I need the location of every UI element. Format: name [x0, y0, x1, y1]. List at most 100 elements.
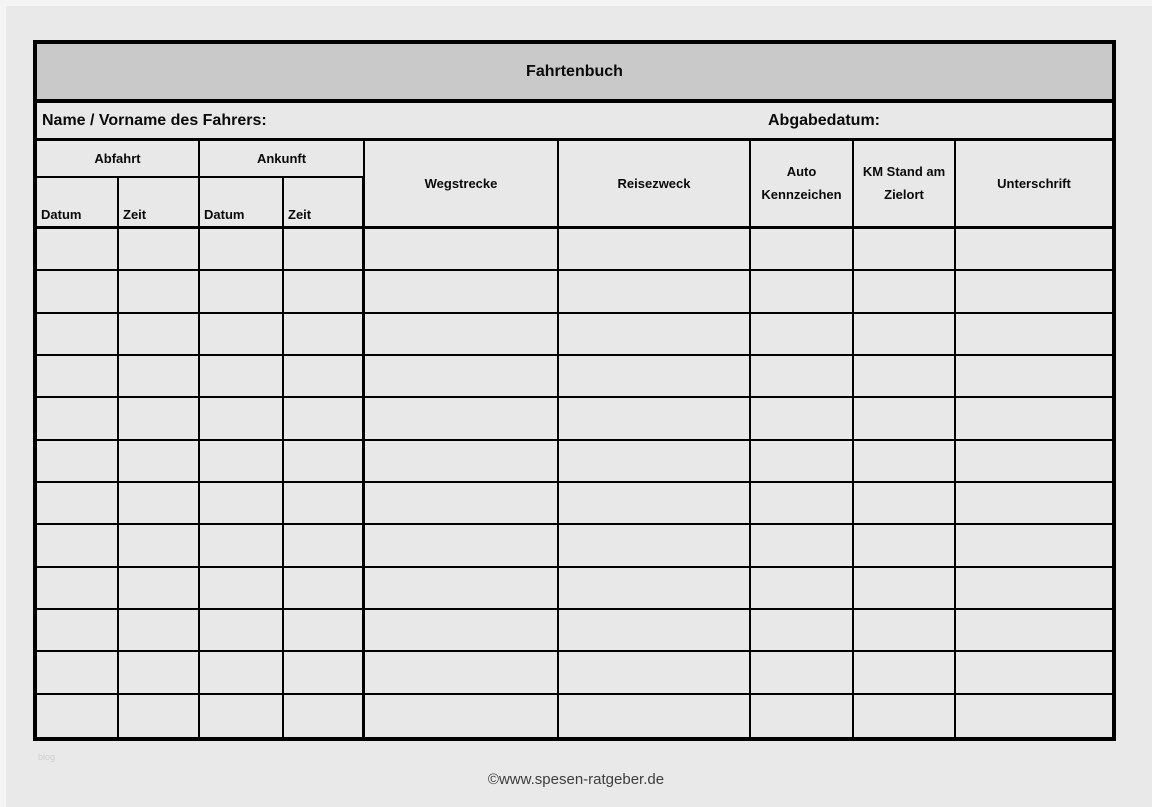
cell-unterschrift[interactable] [956, 271, 1112, 311]
cell-ankunft-zeit[interactable] [284, 609, 365, 651]
cell-ankunft-zeit[interactable] [284, 355, 365, 397]
cell-wegstrecke[interactable] [365, 525, 559, 566]
cell-ankunft-datum[interactable] [200, 567, 284, 608]
cell-ankunft-datum[interactable] [200, 609, 284, 651]
cell-wegstrecke[interactable] [365, 694, 559, 737]
cell-unterschrift[interactable] [956, 314, 1112, 354]
cell-unterschrift[interactable] [956, 695, 1112, 737]
cell-abfahrt-datum[interactable] [37, 482, 119, 524]
cell-ankunft-datum[interactable] [200, 398, 284, 439]
cell-wegstrecke[interactable] [365, 313, 559, 354]
cell-abfahrt-datum[interactable] [37, 440, 119, 481]
cell-abfahrt-zeit[interactable] [119, 229, 200, 270]
cell-abfahrt-zeit[interactable] [119, 567, 200, 608]
cell-wegstrecke[interactable] [365, 652, 559, 693]
cell-abfahrt-datum[interactable] [37, 229, 119, 270]
cell-abfahrt-zeit[interactable] [119, 482, 200, 524]
cell-wegstrecke[interactable] [365, 271, 559, 312]
cell-abfahrt-zeit[interactable] [119, 271, 200, 312]
cell-auto-kennzeichen[interactable] [751, 271, 854, 312]
cell-ankunft-datum[interactable] [200, 525, 284, 566]
cell-ankunft-datum[interactable] [200, 229, 284, 270]
cell-abfahrt-datum[interactable] [37, 313, 119, 354]
cell-ankunft-datum[interactable] [200, 313, 284, 354]
cell-abfahrt-datum[interactable] [37, 609, 119, 651]
cell-ankunft-zeit[interactable] [284, 694, 365, 737]
cell-ankunft-datum[interactable] [200, 355, 284, 397]
cell-unterschrift[interactable] [956, 568, 1112, 608]
cell-reisezweck[interactable] [559, 229, 751, 270]
cell-abfahrt-zeit[interactable] [119, 398, 200, 439]
cell-reisezweck[interactable] [559, 313, 751, 354]
cell-ankunft-datum[interactable] [200, 271, 284, 312]
cell-reisezweck[interactable] [559, 694, 751, 737]
cell-abfahrt-zeit[interactable] [119, 694, 200, 737]
cell-km-stand-zielort[interactable] [854, 525, 956, 566]
cell-wegstrecke[interactable] [365, 482, 559, 524]
cell-abfahrt-zeit[interactable] [119, 440, 200, 481]
cell-reisezweck[interactable] [559, 482, 751, 524]
cell-auto-kennzeichen[interactable] [751, 482, 854, 524]
cell-ankunft-zeit[interactable] [284, 271, 365, 312]
cell-wegstrecke[interactable] [365, 398, 559, 439]
cell-km-stand-zielort[interactable] [854, 271, 956, 312]
cell-abfahrt-zeit[interactable] [119, 355, 200, 397]
cell-auto-kennzeichen[interactable] [751, 313, 854, 354]
cell-ankunft-datum[interactable] [200, 652, 284, 693]
cell-unterschrift[interactable] [956, 525, 1112, 565]
cell-km-stand-zielort[interactable] [854, 694, 956, 737]
cell-auto-kennzeichen[interactable] [751, 440, 854, 481]
cell-km-stand-zielort[interactable] [854, 482, 956, 524]
cell-unterschrift[interactable] [956, 229, 1112, 269]
cell-auto-kennzeichen[interactable] [751, 609, 854, 651]
cell-ankunft-datum[interactable] [200, 694, 284, 737]
cell-wegstrecke[interactable] [365, 440, 559, 481]
cell-km-stand-zielort[interactable] [854, 229, 956, 270]
cell-abfahrt-zeit[interactable] [119, 525, 200, 566]
cell-ankunft-zeit[interactable] [284, 313, 365, 354]
cell-ankunft-zeit[interactable] [284, 482, 365, 524]
cell-reisezweck[interactable] [559, 355, 751, 397]
cell-ankunft-zeit[interactable] [284, 567, 365, 608]
cell-ankunft-zeit[interactable] [284, 229, 365, 270]
cell-reisezweck[interactable] [559, 609, 751, 651]
cell-ankunft-zeit[interactable] [284, 652, 365, 693]
cell-unterschrift[interactable] [956, 652, 1112, 692]
cell-unterschrift[interactable] [956, 356, 1112, 396]
cell-reisezweck[interactable] [559, 398, 751, 439]
cell-wegstrecke[interactable] [365, 567, 559, 608]
cell-unterschrift[interactable] [956, 483, 1112, 523]
cell-km-stand-zielort[interactable] [854, 440, 956, 481]
cell-km-stand-zielort[interactable] [854, 398, 956, 439]
cell-abfahrt-zeit[interactable] [119, 313, 200, 354]
cell-abfahrt-datum[interactable] [37, 694, 119, 737]
cell-unterschrift[interactable] [956, 610, 1112, 650]
cell-abfahrt-datum[interactable] [37, 567, 119, 608]
cell-unterschrift[interactable] [956, 398, 1112, 438]
cell-reisezweck[interactable] [559, 440, 751, 481]
cell-abfahrt-datum[interactable] [37, 652, 119, 693]
cell-abfahrt-zeit[interactable] [119, 609, 200, 651]
cell-wegstrecke[interactable] [365, 355, 559, 397]
cell-auto-kennzeichen[interactable] [751, 694, 854, 737]
cell-ankunft-zeit[interactable] [284, 398, 365, 439]
cell-auto-kennzeichen[interactable] [751, 398, 854, 439]
cell-abfahrt-datum[interactable] [37, 398, 119, 439]
cell-ankunft-datum[interactable] [200, 440, 284, 481]
cell-km-stand-zielort[interactable] [854, 609, 956, 651]
cell-auto-kennzeichen[interactable] [751, 355, 854, 397]
cell-unterschrift[interactable] [956, 441, 1112, 481]
cell-abfahrt-datum[interactable] [37, 271, 119, 312]
cell-reisezweck[interactable] [559, 525, 751, 566]
cell-abfahrt-datum[interactable] [37, 525, 119, 566]
cell-ankunft-zeit[interactable] [284, 440, 365, 481]
cell-auto-kennzeichen[interactable] [751, 525, 854, 566]
cell-abfahrt-datum[interactable] [37, 355, 119, 397]
cell-km-stand-zielort[interactable] [854, 355, 956, 397]
cell-km-stand-zielort[interactable] [854, 652, 956, 693]
cell-reisezweck[interactable] [559, 567, 751, 608]
cell-ankunft-datum[interactable] [200, 482, 284, 524]
cell-ankunft-zeit[interactable] [284, 525, 365, 566]
cell-wegstrecke[interactable] [365, 229, 559, 270]
cell-km-stand-zielort[interactable] [854, 313, 956, 354]
